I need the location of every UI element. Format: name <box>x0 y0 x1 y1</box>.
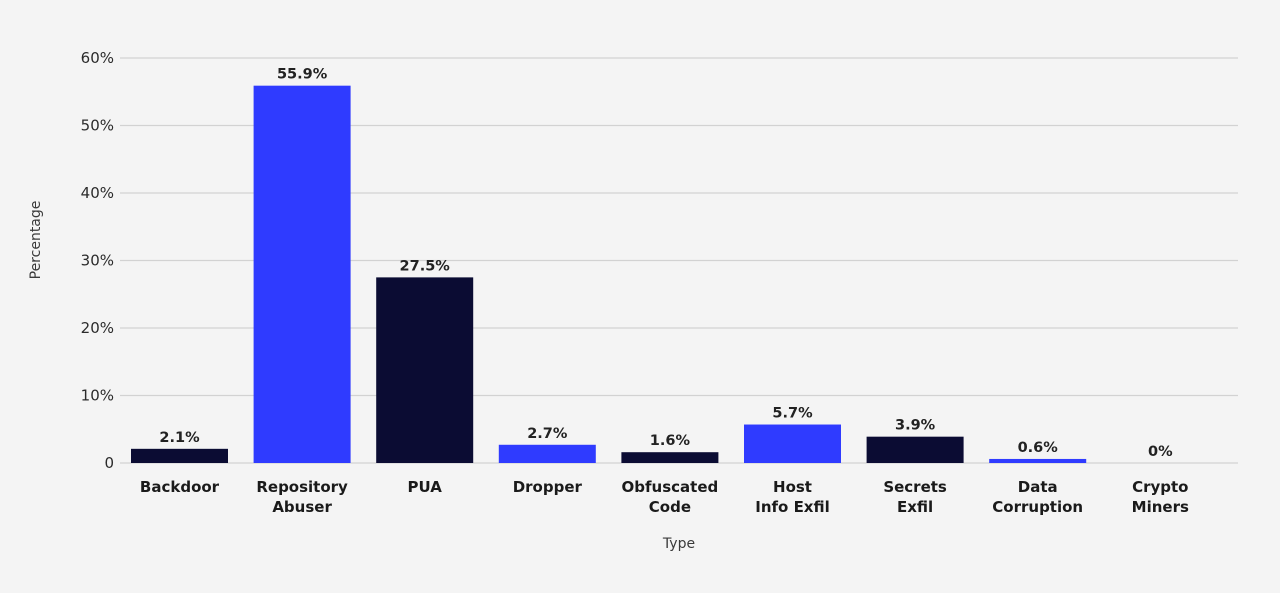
x-tick-label: Data Corruption <box>992 478 1083 516</box>
bar <box>498 444 596 463</box>
x-tick-label: Crypto Miners <box>1132 478 1189 516</box>
x-tick-label: Secrets Exfil <box>883 478 947 516</box>
y-axis-title: Percentage <box>28 201 44 280</box>
bar <box>989 458 1087 463</box>
x-tick-label: Dropper <box>513 478 583 496</box>
bar <box>866 436 964 463</box>
y-tick-label: 0 <box>104 454 114 472</box>
y-tick-label: 10% <box>81 387 114 405</box>
x-tick-label: Obfuscated Code <box>622 478 719 516</box>
bar <box>253 85 351 464</box>
data-label: 2.7% <box>527 426 568 442</box>
category-labels: Backdoor Repository Abuser PUA Dropper Obfusc… <box>140 478 1189 516</box>
y-tick-label: 40% <box>81 184 114 202</box>
y-tick-label: 20% <box>81 319 114 337</box>
data-label: 55.9% <box>277 67 328 83</box>
x-axis-title: Type <box>662 536 695 552</box>
x-tick-label: Backdoor <box>140 478 220 496</box>
data-label: 3.9% <box>895 418 936 434</box>
data-label: 2.1% <box>159 430 200 446</box>
data-label: 27.5% <box>400 258 451 274</box>
value-labels: 2.1% 55.9% 27.5% 2.7% 1.6% 5.7% 3.9% 0.6% 0% <box>159 67 1173 460</box>
y-tick-label: 60% <box>81 49 114 67</box>
y-tick-label: 30% <box>81 252 114 270</box>
bar <box>376 277 474 463</box>
x-tick-label: Host Info Exfil <box>755 478 830 516</box>
y-axis-ticks: 0 10% 20% 30% 40% 50% 60% <box>81 49 114 472</box>
x-tick-label: Repository Abuser <box>256 478 348 516</box>
bar <box>621 452 719 463</box>
bar <box>744 424 841 463</box>
x-tick-label: PUA <box>408 478 443 496</box>
bar <box>131 448 228 463</box>
data-label: 5.7% <box>772 406 813 422</box>
bars <box>131 85 1087 464</box>
data-label: 0% <box>1148 444 1173 460</box>
data-label: 0.6% <box>1018 440 1059 456</box>
y-tick-label: 50% <box>81 117 114 135</box>
data-label: 1.6% <box>650 433 691 449</box>
